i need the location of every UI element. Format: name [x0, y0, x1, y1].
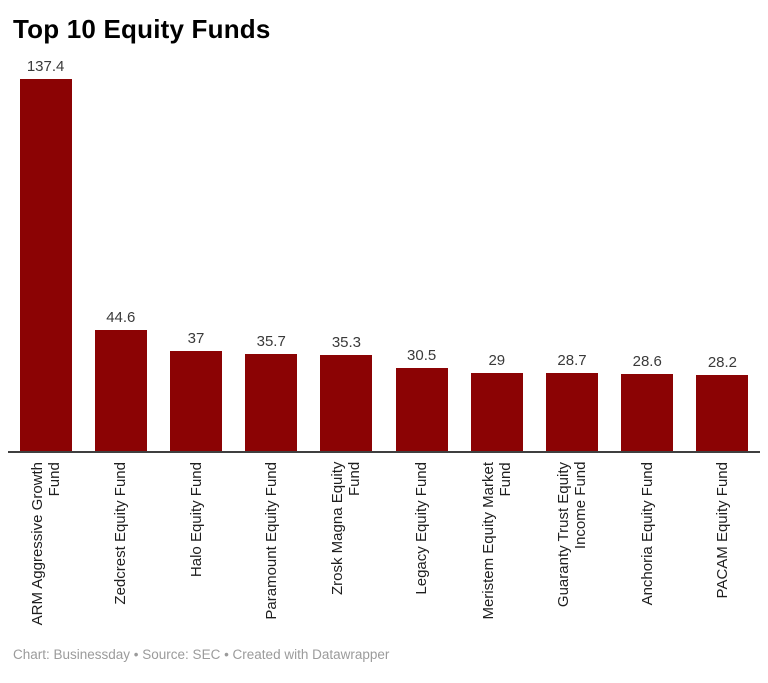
category-label-cell: PACAM Equity Fund: [685, 462, 760, 628]
category-labels-row: ARM Aggressive Growth Fund Zedcrest Equi…: [8, 453, 760, 628]
bar: [621, 373, 674, 451]
category-label-cell: Paramount Equity Fund: [234, 462, 309, 628]
bar-value-label: 28.7: [557, 352, 587, 370]
bar: [94, 330, 147, 451]
category-label: PACAM Equity Fund: [713, 462, 731, 599]
category-label-cell: Legacy Equity Fund: [384, 462, 459, 628]
plot-area: 137.4 44.6 37 35.7 35.3 30.5 29 28.7 28.…: [8, 57, 760, 628]
bar-column: 37: [158, 57, 233, 451]
bar-value-label: 37: [187, 329, 205, 347]
bar-value-label: 29: [488, 351, 506, 369]
bar: [470, 372, 523, 451]
bar: [245, 354, 298, 451]
bar-column: 28.6: [610, 57, 685, 451]
bar-column: 28.7: [534, 57, 609, 451]
chart-title: Top 10 Equity Funds: [13, 14, 271, 44]
bar-value-label: 28.6: [632, 352, 662, 370]
bar-column: 30.5: [384, 57, 459, 451]
category-label: Meristem Equity Market Fund: [479, 462, 514, 620]
chart-card: Top 10 Equity Funds 137.4 44.6 37 35.7 3…: [8, 14, 760, 662]
bar: [320, 355, 373, 451]
category-label-cell: ARM Aggressive Growth Fund: [8, 462, 83, 628]
chart-footer-attribution: Chart: Businessday • Source: SEC • Creat…: [13, 647, 390, 662]
category-label-cell: Anchoria Equity Fund: [610, 462, 685, 628]
bar-column: 44.6: [83, 57, 158, 451]
category-label: ARM Aggressive Growth Fund: [28, 462, 63, 626]
bar-value-label: 44.6: [106, 309, 136, 327]
x-axis-line: [8, 451, 760, 453]
category-label: Zedcrest Equity Fund: [112, 462, 130, 605]
bar-value-label: 35.3: [331, 334, 362, 352]
bar-column: 28.2: [685, 57, 760, 451]
bar: [696, 374, 749, 451]
category-label: Legacy Equity Fund: [413, 462, 431, 595]
category-label: Guaranty Trust Equity Income Fund: [555, 462, 590, 608]
bar-column: 35.3: [309, 57, 384, 451]
category-label: Halo Equity Fund: [187, 462, 205, 578]
bar-column: 137.4: [8, 57, 83, 451]
bar: [170, 350, 222, 451]
bar: [546, 373, 599, 451]
category-label-cell: Guaranty Trust Equity Income Fund: [534, 462, 609, 628]
category-label: Zrosk Magna Equity Fund: [329, 462, 364, 596]
bars-row: 137.4 44.6 37 35.7 35.3 30.5 29 28.7 28.…: [8, 57, 760, 451]
category-label-cell: Meristem Equity Market Fund: [459, 462, 534, 628]
bar-value-label: 30.5: [407, 347, 437, 365]
bar-column: 35.7: [234, 57, 309, 451]
category-label: Anchoria Equity Fund: [638, 462, 656, 606]
bar-value-label: 35.7: [256, 333, 286, 351]
category-label-cell: Zrosk Magna Equity Fund: [309, 462, 384, 628]
category-label-cell: Halo Equity Fund: [158, 462, 233, 628]
category-label-cell: Zedcrest Equity Fund: [83, 462, 158, 628]
bar: [395, 368, 448, 451]
bar: [19, 79, 72, 451]
bar-value-label: 137.4: [26, 58, 65, 75]
bar-column: 29: [459, 57, 534, 451]
bar-value-label: 28.2: [707, 353, 738, 371]
category-label: Paramount Equity Fund: [262, 462, 280, 620]
